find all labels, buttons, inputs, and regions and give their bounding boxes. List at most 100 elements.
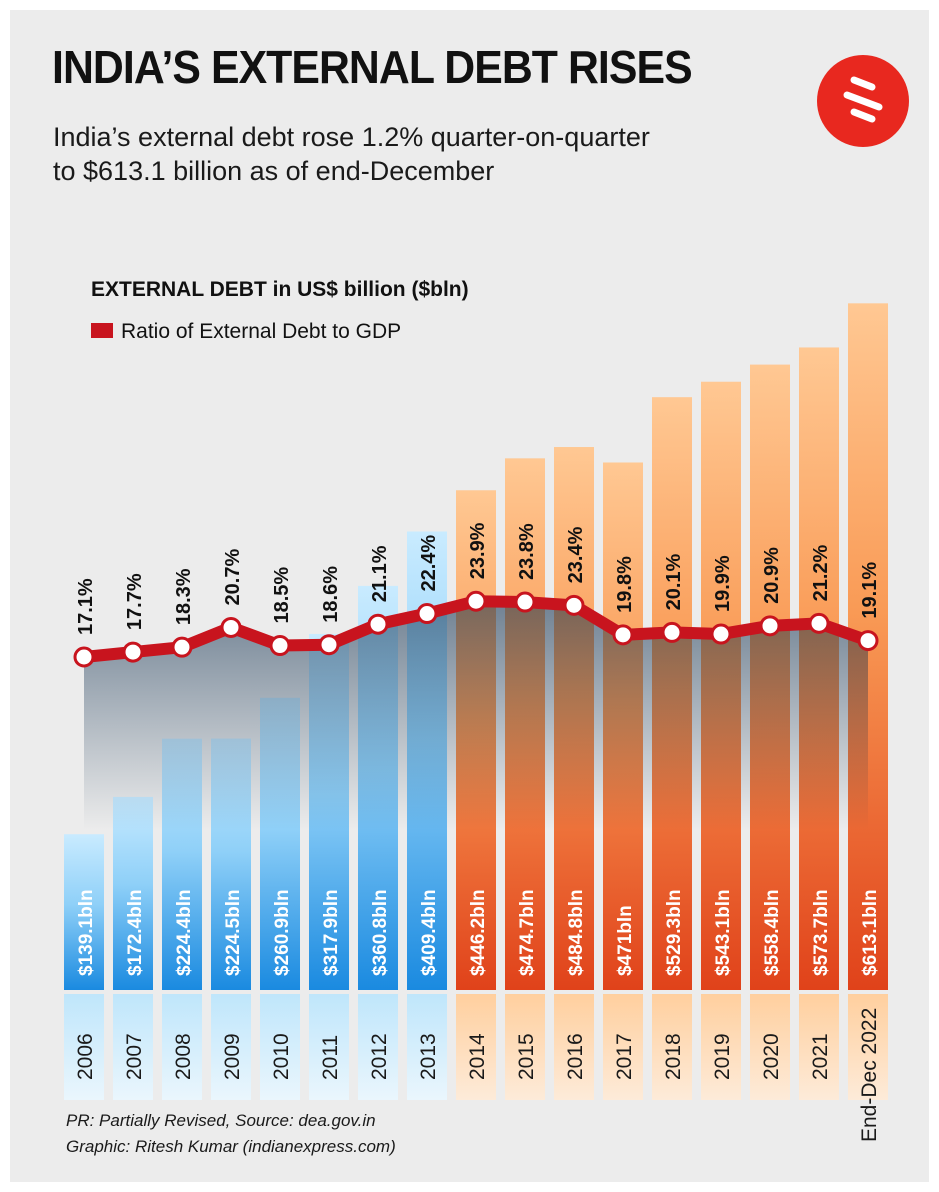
bar-value-label: $139.1bln [76,889,97,976]
ratio-point [563,594,585,616]
graphic-credit: Graphic: Ritesh Kumar (indianexpress.com… [66,1137,396,1156]
ratio-label: 23.8% [516,523,538,580]
category-label: 2008 [172,1033,195,1080]
category-label: 2014 [466,1033,489,1080]
category-label: 2021 [809,1033,832,1080]
category-label: 2019 [711,1033,734,1080]
bar-value-label: $172.4bln [125,889,146,976]
bar-value-label: $558.4bln [762,889,783,976]
axis-cell [701,994,741,1100]
legend-line-swatch [91,323,113,338]
ratio-label: 18.3% [173,568,195,625]
axis-cell [211,994,251,1100]
ratio-area [84,601,868,830]
bar-value-label: $224.4bln [174,889,195,976]
axis-cell [456,994,496,1100]
subtitle-line-1: India’s external debt rose 1.2% quarter-… [53,122,650,152]
category-label: 2018 [662,1033,685,1080]
ratio-label: 22.4% [418,535,440,592]
bar-value-label: $529.3bln [664,889,685,976]
ratio-point [857,630,879,652]
axis-cell [652,994,692,1100]
ratio-label: 23.9% [467,522,489,579]
category-label: 2015 [515,1033,538,1080]
axis-cell [358,994,398,1100]
axis-cell [505,994,545,1100]
legend-line-label: Ratio of External Debt to GDP [121,320,401,343]
ratio-point [220,616,242,638]
ratio-label: 19.8% [614,556,636,613]
category-label: 2009 [221,1033,244,1080]
ratio-label: 23.4% [565,526,587,583]
ratio-point [710,623,732,645]
axis-cell [848,994,888,1100]
axis-cell [407,994,447,1100]
bar-value-label: $484.8bln [566,889,587,976]
subtitle: India’s external debt rose 1.2% quarter-… [53,120,773,188]
axis-cell [309,994,349,1100]
bar-value-label: $360.8bln [370,889,391,976]
bar-value-label: $317.9bln [321,889,342,976]
axis-cell [260,994,300,1100]
category-label: 2010 [270,1033,293,1080]
logo-stripes [843,76,883,123]
ratio-label: 18.5% [271,567,293,624]
legend: EXTERNAL DEBT in US$ billion ($bln) Rati… [91,278,469,343]
bar-value-labels: $139.1bln $172.4bln $224.4bln $224.5bln $260… [76,889,881,976]
infographic: INDIA’S EXTERNAL DEBT RISES India’s exte… [10,10,929,1182]
ratio-label: 20.7% [222,549,244,606]
source-note: PR: Partially Revised, Source: dea.gov.i… [66,1111,376,1130]
bar-value-label: $224.5bln [223,889,244,976]
ratio-point [759,615,781,637]
ratio-label: 20.1% [663,553,685,610]
category-label: 2012 [368,1033,391,1080]
ratio-shadow [84,601,868,830]
ratio-label: 20.9% [761,547,783,604]
ratio-point [465,590,487,612]
bar-value-label: $474.7bln [517,889,538,976]
bar-value-label: $573.7bln [811,889,832,976]
axis-cell [750,994,790,1100]
ratio-label: 17.7% [124,573,146,630]
ratio-line [73,590,879,668]
bar-value-label: $543.1bln [713,889,734,976]
legend-bars-label: EXTERNAL DEBT in US$ billion ($bln) [91,278,469,301]
bar-value-label: $409.4bln [419,889,440,976]
footer: PR: Partially Revised, Source: dea.gov.i… [66,1108,396,1160]
axis-cell [799,994,839,1100]
ratio-label: 19.1% [859,562,881,619]
category-label: 2013 [417,1033,440,1080]
axis-cell [113,994,153,1100]
ratio-label: 17.1% [75,578,97,635]
ratio-point [269,635,291,657]
x-axis: 2006 2007 2008 2009 2010 2011 2012 2013 2014 2015… [64,994,888,1142]
ratio-point [416,603,438,625]
bar-value-label: $260.9bln [272,889,293,976]
ratio-labels: 17.1% 17.7% 18.3% 20.7% 18.5% 18.6% 21.1% 22.4%… [75,522,881,635]
ratio-point [122,641,144,663]
axis-cell [162,994,202,1100]
category-label: 2006 [74,1033,97,1080]
axis-cell [554,994,594,1100]
debt-bar [64,834,104,990]
ratio-point [171,636,193,658]
bar-value-label: $613.1bln [860,889,881,976]
category-label: End-Dec 2022 [858,1008,881,1142]
ratio-point [612,624,634,646]
ratio-point [367,613,389,635]
ratio-label: 18.6% [320,566,342,623]
category-label: 2017 [613,1033,636,1080]
category-label: 2020 [760,1033,783,1080]
indian-express-logo-icon [817,55,909,147]
ratio-point [73,646,95,668]
axis-cell [64,994,104,1100]
axis-cell [603,994,643,1100]
category-label: 2016 [564,1033,587,1080]
ratio-point [808,612,830,634]
bar-value-label: $446.2bln [468,889,489,976]
subtitle-line-2: to $613.1 billion as of end-December [53,156,495,186]
category-label: 2011 [319,1035,342,1080]
ratio-label: 21.2% [810,544,832,601]
category-label: 2007 [123,1033,146,1080]
ratio-label: 19.9% [712,555,734,612]
